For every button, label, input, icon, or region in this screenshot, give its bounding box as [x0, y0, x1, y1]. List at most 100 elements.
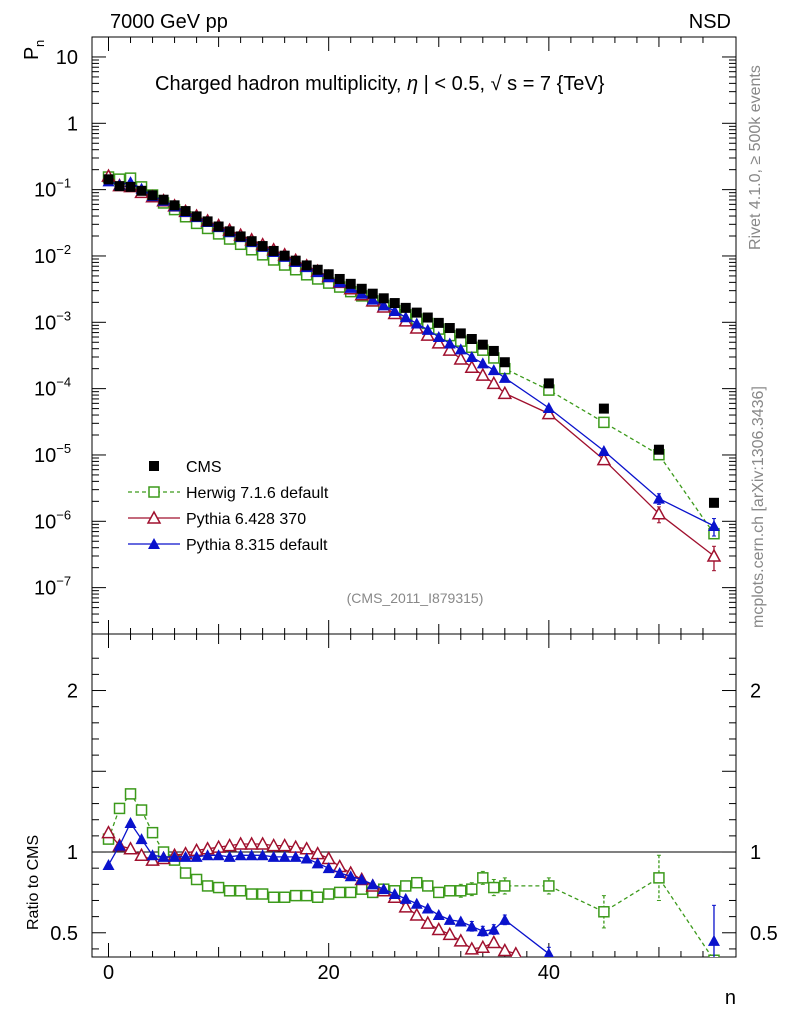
ratio-data-point: [486, 934, 502, 949]
legend-label: CMS: [186, 459, 222, 476]
main-data-point: [454, 343, 467, 355]
ratio-data-point: [443, 913, 456, 925]
main-data-point: [389, 298, 400, 309]
ratio-data-point: [102, 858, 115, 870]
ratio-data-point: [277, 837, 292, 852]
ratio-data-point: [543, 947, 554, 957]
title-prefix: Charged hadron multiplicity,: [155, 73, 401, 95]
main-data-point: [499, 357, 510, 368]
ratio-data-point: [543, 880, 555, 892]
ratio-data-point: [420, 915, 436, 929]
ratio-data-point: [201, 880, 214, 892]
main-data-point: [356, 283, 367, 294]
ratio-data-point: [442, 926, 458, 941]
legend-marker: [148, 538, 160, 549]
ratio-data-point: [322, 888, 335, 900]
main-ytick-label: 10−5: [34, 441, 71, 467]
tick-exp: −1: [56, 176, 71, 191]
main-series-herwig-7-1-6-default: [102, 171, 720, 540]
ratio-data-point: [244, 836, 259, 850]
main-data-point: [652, 492, 665, 504]
legend-label: Pythia 8.315 default: [186, 537, 328, 554]
ratio-xtick-label: 20: [318, 962, 340, 984]
main-data-point: [257, 241, 268, 252]
main-data-point: [136, 185, 147, 196]
ratio-data-point: [653, 872, 665, 884]
ratio-data-point: [344, 886, 357, 899]
ratio-data-point: [477, 872, 489, 884]
main-data-point: [169, 200, 180, 211]
tick-base: 10: [34, 379, 56, 401]
ratio-data-point: [135, 833, 148, 845]
main-series-cms: [103, 174, 719, 508]
ratio-data-point: [366, 878, 379, 890]
main-data-point: [542, 402, 555, 414]
main-data-point: [464, 359, 480, 374]
rivet-label: Rivet 4.1.0, ≥ 500k events: [747, 65, 764, 250]
main-data-point: [377, 299, 390, 311]
main-data-point: [400, 302, 411, 313]
main-ylabel: P n: [21, 40, 47, 60]
ratio-data-point: [453, 933, 469, 947]
ratio-data-point: [344, 870, 357, 882]
main-ytick-label: 10−6: [34, 507, 71, 533]
main-data-point: [706, 548, 722, 562]
main-data-point: [651, 506, 667, 520]
ratio-data-point: [124, 788, 137, 800]
main-data-point: [114, 181, 125, 192]
ratio-data-point: [410, 897, 423, 909]
ratio-data-point: [146, 849, 159, 861]
main-data-point: [476, 357, 489, 369]
main-data-point: [477, 339, 488, 350]
ratio-data-point: [399, 892, 412, 904]
main-data-point: [653, 444, 664, 455]
title-s: s: [507, 73, 517, 95]
header-right: NSD: [689, 11, 731, 33]
main-data-point: [486, 375, 502, 390]
header-left: 7000 GeV pp: [110, 11, 228, 33]
main-data-point: [290, 255, 301, 266]
ratio-frame: [91, 633, 737, 958]
ratio-data-point: [421, 902, 434, 914]
main-data-point: [444, 323, 455, 334]
tick-base: 10: [34, 312, 56, 334]
ratio-xtick-label: 40: [538, 962, 560, 984]
main-data-point: [598, 416, 610, 429]
main-data-point: [367, 288, 378, 299]
main-data-point: [465, 350, 478, 362]
main-data-point: [431, 335, 447, 349]
ratio-xtick-label: 0: [103, 962, 114, 984]
ratio-data-point: [201, 849, 214, 861]
legend-marker: [148, 486, 160, 498]
main-data-point: [422, 312, 433, 323]
legend-label: Herwig 7.1.6 default: [186, 485, 329, 502]
ratio-data-point: [411, 876, 423, 889]
ratio-extra-point: [707, 904, 720, 957]
ratio-data-point: [245, 888, 258, 900]
main-data-point: [224, 226, 235, 237]
ratio-data-point: [212, 849, 225, 861]
ratio-data-point: [146, 826, 159, 839]
main-data-point: [466, 334, 477, 345]
ratio-data-point: [256, 849, 269, 861]
main-ytick-label: 10−4: [34, 375, 71, 401]
ratio-ytick-label: 2: [67, 681, 78, 703]
main-data-point: [213, 221, 224, 232]
ratio-data-point: [432, 909, 445, 921]
mcplots-label: mcplots.cern.ch [arXiv:1306.3436]: [750, 386, 767, 628]
main-data-point: [125, 181, 136, 192]
ratio-data-point: [157, 850, 170, 862]
ratio-data-point: [464, 941, 480, 955]
ratio-ytick-label-right: 0.5: [750, 923, 778, 945]
ratio-data-point: [234, 885, 247, 897]
legend-marker: [146, 510, 162, 524]
main-data-point: [366, 293, 379, 305]
main-ytick-label: 1: [67, 113, 78, 135]
main-data-point: [410, 317, 423, 329]
main-data-point: [708, 497, 719, 508]
ratio-data-point: [300, 889, 313, 902]
ratio-data-point: [488, 881, 500, 894]
ratio-data-point: [123, 841, 138, 855]
main-data-point: [475, 367, 491, 381]
